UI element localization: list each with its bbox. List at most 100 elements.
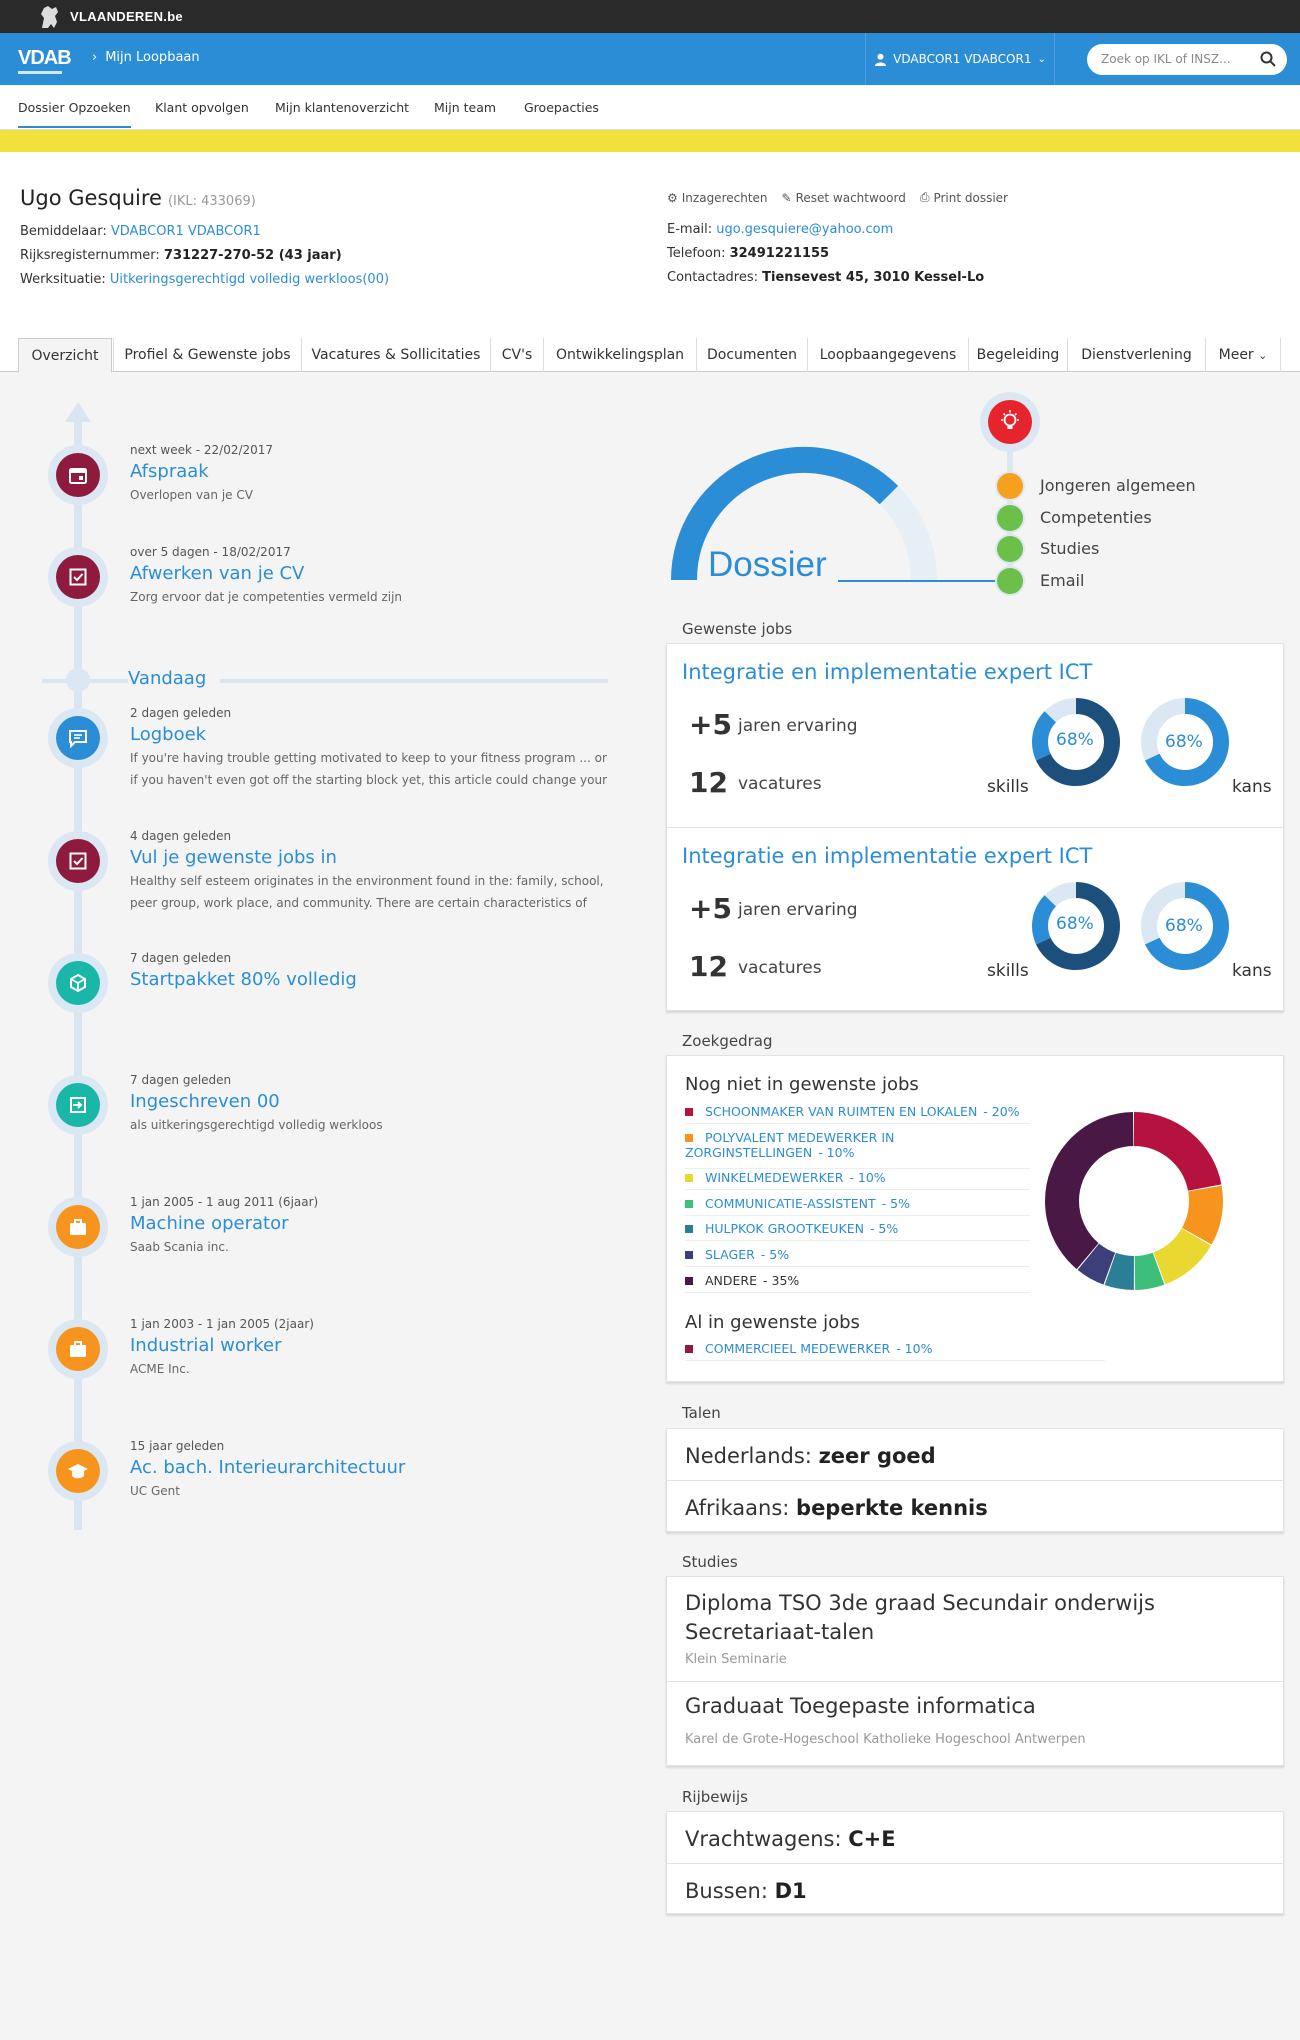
legend-label: POLYVALENT MEDEWERKER IN ZORGINSTELLINGEN… xyxy=(685,1130,895,1160)
event-title[interactable]: Logboek xyxy=(130,724,207,745)
chevron-down-icon: ⌄ xyxy=(1258,349,1268,362)
tab-documenten[interactable]: Documenten xyxy=(696,338,807,372)
tab-vacatures[interactable]: Vacatures & Sollicitaties xyxy=(301,338,490,372)
gauge-fill xyxy=(671,446,899,581)
legend-item: ANDERE - 35% xyxy=(685,1273,799,1288)
timeline-node[interactable] xyxy=(48,1075,108,1135)
tab-cvs[interactable]: CV's xyxy=(490,338,543,372)
legend-percentage: - 10% xyxy=(849,1170,886,1185)
ring-fill xyxy=(1032,698,1120,786)
tab-overzicht[interactable]: Overzicht xyxy=(18,338,112,373)
legend-item[interactable]: WINKELMEDEWERKER - 10% xyxy=(685,1170,886,1185)
breadcrumb[interactable]: › Mijn Loopbaan xyxy=(92,50,200,65)
tab-profiel[interactable]: Profiel & Gewenste jobs xyxy=(113,338,301,372)
dossier-alert[interactable] xyxy=(980,392,1040,452)
adres-value: Tiensevest 45, 3010 Kessel-Lo xyxy=(762,270,985,285)
print-dossier-button[interactable]: ⎙ Print dossier xyxy=(920,190,1008,205)
legend-item[interactable]: COMMUNICATIE-ASSISTENT - 5% xyxy=(685,1196,910,1211)
dossier-tabs: Overzicht Profiel & Gewenste jobs Vacatu… xyxy=(0,338,1300,373)
timeline-event: 1 jan 2005 - 1 aug 2011 (6jaar) Machine o… xyxy=(130,1195,610,1258)
donut-slice[interactable] xyxy=(1045,1112,1223,1290)
legend-item[interactable]: SCHOONMAKER VAN RUIMTEN EN LOKALEN - 20% xyxy=(685,1104,1020,1119)
timeline-node[interactable] xyxy=(48,1319,108,1379)
werk-link[interactable]: Uitkeringsgerechtigd volledig werkloos(0… xyxy=(109,272,390,287)
chevron-right-icon: › xyxy=(92,50,98,65)
timeline-event: 2 dagen geleden Logboek If you're having t… xyxy=(130,706,610,791)
rijbewijs-row: Vrachtwagens: C+E xyxy=(667,1812,1283,1862)
event-date: next week - 22/02/2017 xyxy=(130,443,274,457)
legend-divider xyxy=(685,1240,1030,1241)
event-title[interactable]: Industrial worker xyxy=(130,1335,282,1356)
event-title[interactable]: Ac. bach. Interieurarchitectuur xyxy=(130,1457,406,1478)
nav-groepacties[interactable]: Groepacties xyxy=(524,100,599,115)
nav-mijn-team[interactable]: Mijn team xyxy=(434,100,497,115)
rijbewijs-type: Vrachtwagens: xyxy=(685,1827,842,1851)
timeline-node[interactable] xyxy=(48,1441,108,1501)
nav-klant-opvolgen[interactable]: Klant opvolgen xyxy=(155,100,249,115)
search-input[interactable]: Zoek op IKL of INSZ... xyxy=(1087,44,1287,75)
event-title[interactable]: Vul je gewenste jobs in xyxy=(130,847,337,868)
timeline-node[interactable] xyxy=(48,831,108,891)
donut-slice[interactable] xyxy=(1045,1112,1223,1290)
rijbewijs-title: Rijbewijs xyxy=(682,1788,748,1806)
event-title[interactable]: Afwerken van je CV xyxy=(130,563,305,584)
zoekgedrag-donut-chart xyxy=(1045,1112,1223,1290)
divider xyxy=(667,1681,1283,1682)
notice-bar xyxy=(0,130,1300,152)
nav-mijn-klantenoverzicht[interactable]: Mijn klantenoverzicht xyxy=(275,100,410,115)
legend-divider xyxy=(685,1189,1030,1190)
event-title[interactable]: Startpakket 80% volledig xyxy=(130,969,357,990)
timeline-node[interactable] xyxy=(48,953,108,1013)
tab-loopbaangegevens[interactable]: Loopbaangegevens xyxy=(807,338,968,372)
rijks-row: Rijksregisternummer: 731227-270-52 (43 j… xyxy=(20,248,342,263)
event-description: UC Gent xyxy=(130,1484,180,1498)
job-title[interactable]: Integratie en implementatie expert ICT xyxy=(682,660,1093,684)
vlaanderen-link[interactable]: VLAANDEREN.be xyxy=(70,9,183,24)
email-link[interactable]: ugo.gesquiere@yahoo.com xyxy=(716,222,894,237)
werk-label: Werksituatie: xyxy=(20,272,106,287)
reset-wachtwoord-label: Reset wachtwoord xyxy=(795,190,906,205)
tab-begeleiding[interactable]: Begeleiding xyxy=(968,338,1067,372)
user-menu[interactable]: VDABCOR1 VDABCOR1 ⌄ xyxy=(865,33,1055,85)
graduation-icon xyxy=(56,1449,100,1493)
tab-dienstverlening[interactable]: Dienstverlening xyxy=(1067,338,1205,372)
nav-dossier-opzoeken[interactable]: Dossier Opzoeken xyxy=(18,100,131,128)
dossier-connector xyxy=(838,580,1008,582)
gewenste-jobs-card: Integratie en implementatie expert ICT +5… xyxy=(666,643,1284,1011)
lightbulb-icon xyxy=(988,400,1032,444)
donut-slice[interactable] xyxy=(1045,1112,1223,1290)
search-icon[interactable] xyxy=(1260,51,1276,67)
event-title[interactable]: Machine operator xyxy=(130,1213,289,1234)
dossier-actions: ⚙ Inzagerechten ✎ Reset wachtwoord ⎙ Print … xyxy=(667,190,1008,205)
timeline-node[interactable] xyxy=(48,1197,108,1257)
zoek-group2-title: Al in gewenste jobs xyxy=(685,1312,860,1333)
talen-card: Nederlands: zeer goed Afrikaans: beperkt… xyxy=(666,1428,1284,1532)
tab-meer[interactable]: Meer ⌄ xyxy=(1205,338,1281,372)
inzagerechten-button[interactable]: ⚙ Inzagerechten xyxy=(667,190,768,205)
legend-item[interactable]: POLYVALENT MEDEWERKER IN ZORGINSTELLINGEN… xyxy=(685,1130,894,1160)
event-title[interactable]: Ingeschreven 00 xyxy=(130,1091,280,1112)
legend-swatch xyxy=(685,1277,693,1285)
legend-item[interactable]: HULPKOK GROOTKEUKEN - 5% xyxy=(685,1221,898,1236)
reset-wachtwoord-button[interactable]: ✎ Reset wachtwoord xyxy=(782,190,906,205)
taal-name: Afrikaans: xyxy=(685,1496,790,1520)
email-label: E-mail: xyxy=(667,222,713,237)
vdab-logo[interactable]: VDAB xyxy=(18,47,72,74)
timeline-node[interactable] xyxy=(48,708,108,768)
legend-item[interactable]: COMMERCIEEL MEDEWERKER - 10% xyxy=(685,1341,932,1356)
legend-percentage: - 10% xyxy=(818,1145,855,1160)
rijbewijs-category: D1 xyxy=(774,1879,807,1903)
event-title[interactable]: Afspraak xyxy=(130,461,209,482)
study-title-line2: Secretariaat-talen xyxy=(685,1620,875,1644)
briefcase-icon xyxy=(56,1327,100,1371)
tab-ontwikkelingsplan[interactable]: Ontwikkelingsplan xyxy=(543,338,696,372)
timeline-node[interactable] xyxy=(48,445,108,505)
person-name: Ugo Gesquire (IKL: 433069) xyxy=(20,186,256,210)
timeline-node[interactable] xyxy=(48,547,108,607)
legend-item[interactable]: SLAGER - 5% xyxy=(685,1247,789,1262)
legend-divider xyxy=(685,1168,1030,1169)
bemiddelaar-link[interactable]: VDABCOR1 VDABCOR1 xyxy=(110,224,261,239)
ring-fill xyxy=(1032,882,1120,970)
job-title[interactable]: Integratie en implementatie expert ICT xyxy=(682,844,1093,868)
adres-label: Contactadres: xyxy=(667,270,759,285)
